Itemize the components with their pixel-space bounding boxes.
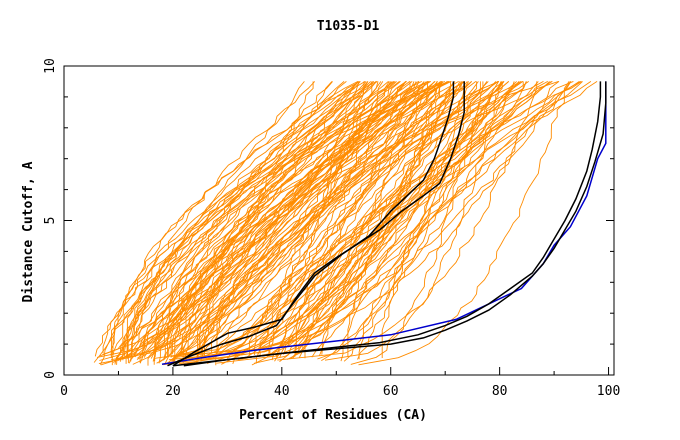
y-tick-label: 10 xyxy=(43,58,58,74)
background-series-line xyxy=(177,81,360,361)
plot-frame xyxy=(63,65,615,376)
x-tick-label: 0 xyxy=(60,384,68,399)
background-series-line xyxy=(204,81,499,358)
background-series-line xyxy=(172,81,411,362)
x-axis-label: Percent of Residues (CA) xyxy=(239,408,427,423)
background-series-line xyxy=(154,81,347,362)
background-series-line xyxy=(283,81,549,355)
chart-title: T1035-D1 xyxy=(317,19,380,34)
background-series-line xyxy=(317,81,469,360)
background-series-line xyxy=(196,81,498,363)
background-series-line xyxy=(139,81,378,364)
background-series-line xyxy=(99,81,367,357)
background-series-line xyxy=(93,81,305,363)
background-series-line xyxy=(126,80,450,357)
background-series-line xyxy=(343,81,481,362)
background-series-line xyxy=(98,81,390,365)
background-series-line xyxy=(216,81,598,355)
background-series-line xyxy=(319,81,592,356)
y-tick-label: 5 xyxy=(43,217,58,225)
background-series-line xyxy=(340,81,539,362)
background-series-line xyxy=(321,81,524,361)
background-series-line xyxy=(139,81,396,363)
background-series-line xyxy=(197,81,436,360)
black-series-line xyxy=(172,81,465,367)
background-series-line xyxy=(177,81,502,358)
y-axis-label: Distance Cutoff, A xyxy=(21,161,36,302)
background-series-line xyxy=(180,81,461,366)
background-series-line xyxy=(154,81,427,359)
background-series-line xyxy=(102,81,407,356)
background-series-line xyxy=(113,81,407,364)
background-series-line xyxy=(111,81,373,366)
black-series-line xyxy=(183,81,607,367)
blue-series-line xyxy=(161,81,607,365)
background-series-line xyxy=(124,81,372,357)
x-axis: 0 20 40 60 80 100 xyxy=(60,367,620,399)
background-series-line xyxy=(226,81,384,359)
background-series-line xyxy=(115,81,345,361)
background-series-line xyxy=(137,81,333,359)
background-series-line xyxy=(350,81,484,365)
y-tick-label: 0 xyxy=(43,371,58,379)
background-series-line xyxy=(274,81,527,362)
background-series-line xyxy=(125,81,359,364)
background-series-line xyxy=(126,81,417,357)
background-series-line xyxy=(200,80,559,362)
background-series-line xyxy=(184,81,581,360)
background-series-line xyxy=(255,81,464,364)
x-tick-label: 100 xyxy=(597,384,620,399)
background-series-line xyxy=(173,81,560,357)
x-tick-label: 40 xyxy=(274,384,290,399)
background-series-line xyxy=(163,81,435,366)
background-series-line xyxy=(173,81,411,358)
background-series-line xyxy=(156,81,464,364)
background-series-line xyxy=(358,81,580,360)
x-tick-label: 60 xyxy=(383,384,399,399)
background-series-line xyxy=(111,81,420,361)
background-series-line xyxy=(122,81,316,361)
background-series-line xyxy=(221,81,572,365)
background-series-line xyxy=(200,81,468,356)
background-series-line xyxy=(100,81,382,366)
background-series-line xyxy=(163,81,392,360)
x-tick-label: 20 xyxy=(165,384,181,399)
background-series-line xyxy=(206,81,373,364)
background-series-line xyxy=(279,81,463,358)
background-series-line xyxy=(321,81,479,355)
background-series-line xyxy=(178,81,571,365)
background-series-line xyxy=(358,81,570,366)
x-tick-label: 80 xyxy=(492,384,508,399)
background-series-line xyxy=(99,81,377,365)
background-series-line xyxy=(277,81,538,361)
background-series-line xyxy=(127,80,443,359)
y-axis: 0 5 10 xyxy=(43,58,614,379)
background-series-line xyxy=(196,81,529,364)
background-series-line xyxy=(159,81,439,363)
background-series-line xyxy=(254,81,505,355)
background-series-line xyxy=(110,81,361,357)
background-series-line xyxy=(347,81,523,357)
black-series-line xyxy=(167,81,455,367)
highlight-series-group xyxy=(161,81,607,367)
background-series-line xyxy=(94,81,377,357)
background-series-line xyxy=(153,81,430,365)
background-series-line xyxy=(111,80,429,356)
background-series-line xyxy=(158,80,452,364)
background-series-line xyxy=(117,81,415,362)
background-series-line xyxy=(286,81,455,360)
background-series-line xyxy=(128,80,445,364)
black-series-line xyxy=(172,81,602,367)
background-series-line xyxy=(141,81,429,359)
background-series-line xyxy=(197,81,527,360)
background-series-line xyxy=(271,81,520,361)
background-series-line xyxy=(152,81,333,362)
background-series-line xyxy=(132,81,443,365)
background-series-group xyxy=(93,80,598,366)
